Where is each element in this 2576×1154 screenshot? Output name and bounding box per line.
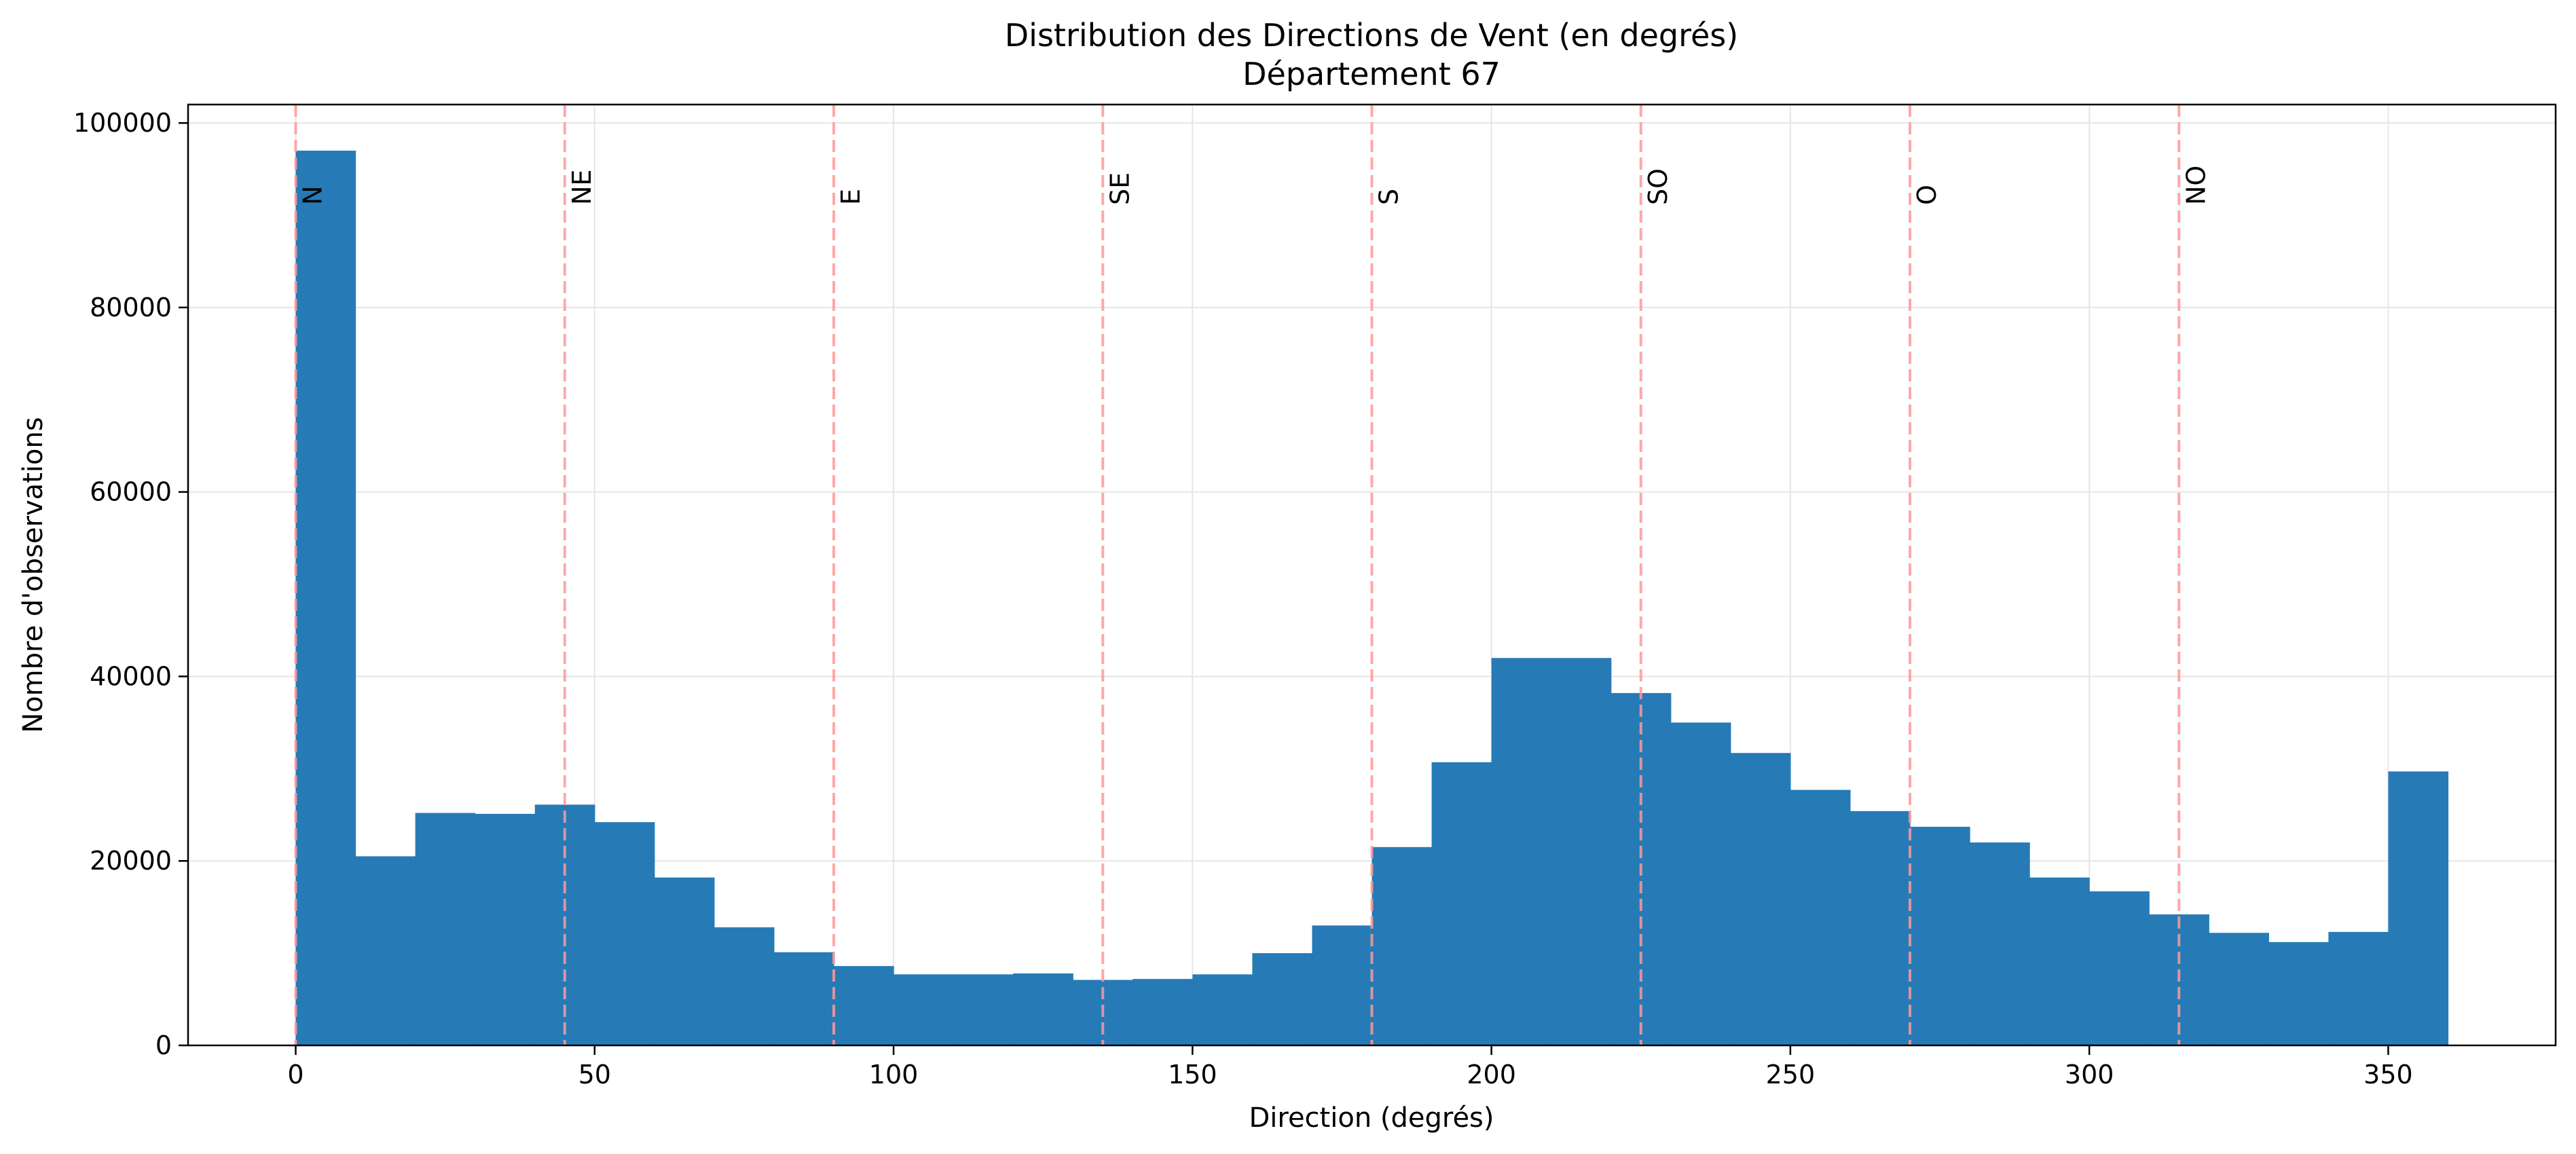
direction-labels: N NE E SE S SO O NO [298,166,2211,205]
histogram-bar-9 [834,966,894,1045]
histogram-bar-25 [1790,789,1851,1045]
histogram-bar-30 [2089,891,2150,1045]
plot-frame [187,103,2557,1047]
direction-label-se: SE [1105,172,1135,205]
x-tick-label-6: 300 [2065,1060,2114,1090]
y-tick-label-0: 0 [155,1030,172,1060]
y-axis-ticks: 0 20000 40000 60000 80000 100000 [73,108,188,1060]
histogram-bar-3 [475,813,536,1045]
histogram-bar-23 [1670,722,1731,1045]
histogram-bar-34 [2328,931,2389,1045]
y-tick-label-3: 60000 [90,477,172,507]
y-tick-label-4: 80000 [90,293,172,322]
histogram-bar-14 [1133,979,1193,1045]
histogram-bar-11 [953,974,1014,1045]
x-tick-label-2: 100 [869,1060,919,1090]
histogram-bar-2 [415,813,476,1045]
chart-subtitle: Département 67 [1243,56,1501,92]
histogram-bar-7 [714,927,775,1045]
histogram-bar-21 [1551,658,1612,1045]
x-tick-label-1: 50 [578,1060,611,1090]
direction-label-so: SO [1643,168,1673,205]
histogram-bar-32 [2209,933,2269,1045]
histogram-bars [295,150,2449,1046]
histogram-bar-20 [1491,658,1552,1045]
direction-label-n: N [298,186,328,205]
x-tick-label-5: 250 [1766,1060,1816,1090]
histogram-bar-24 [1730,753,1791,1045]
chart-title: Distribution des Directions de Vent (en … [1005,17,1738,54]
direction-label-no: NO [2181,166,2211,205]
histogram-bar-8 [773,952,834,1045]
histogram-bar-28 [1970,842,2030,1045]
y-tick-label-2: 40000 [90,661,172,691]
direction-label-s: S [1374,189,1404,205]
y-axis-label: Nombre d'observations [18,417,49,732]
direction-label-e: E [836,189,866,205]
direction-reference-lines [294,105,2181,1045]
histogram-bar-5 [594,822,655,1045]
histogram-bar-29 [2029,877,2090,1045]
histogram-bar-27 [1910,826,1970,1045]
histogram-bar-17 [1312,925,1373,1045]
x-axis-ticks: 0 50 100 150 200 250 300 350 [287,1045,2413,1090]
histogram-bar-1 [355,856,416,1045]
histogram-bar-35 [2388,771,2449,1045]
direction-label-ne: NE [567,170,597,205]
y-tick-label-1: 20000 [90,846,172,876]
y-tick-label-5: 100000 [73,108,172,138]
histogram-bar-10 [894,974,954,1045]
histogram-bar-15 [1192,974,1253,1045]
histogram-bar-18 [1372,846,1433,1045]
histogram-bar-16 [1252,953,1313,1045]
histogram-bar-26 [1850,811,1911,1045]
histogram-bar-12 [1013,973,1073,1045]
histogram-bar-6 [654,877,715,1045]
x-tick-label-3: 150 [1168,1060,1217,1090]
x-axis-label: Direction (degrés) [1249,1102,1494,1134]
histogram-bar-0 [295,150,356,1046]
histogram-bar-33 [2268,942,2329,1045]
x-tick-label-7: 350 [2363,1060,2413,1090]
x-tick-label-0: 0 [287,1060,303,1090]
histogram-bar-19 [1431,762,1492,1045]
direction-label-o: O [1912,185,1942,205]
x-tick-label-4: 200 [1467,1060,1516,1090]
